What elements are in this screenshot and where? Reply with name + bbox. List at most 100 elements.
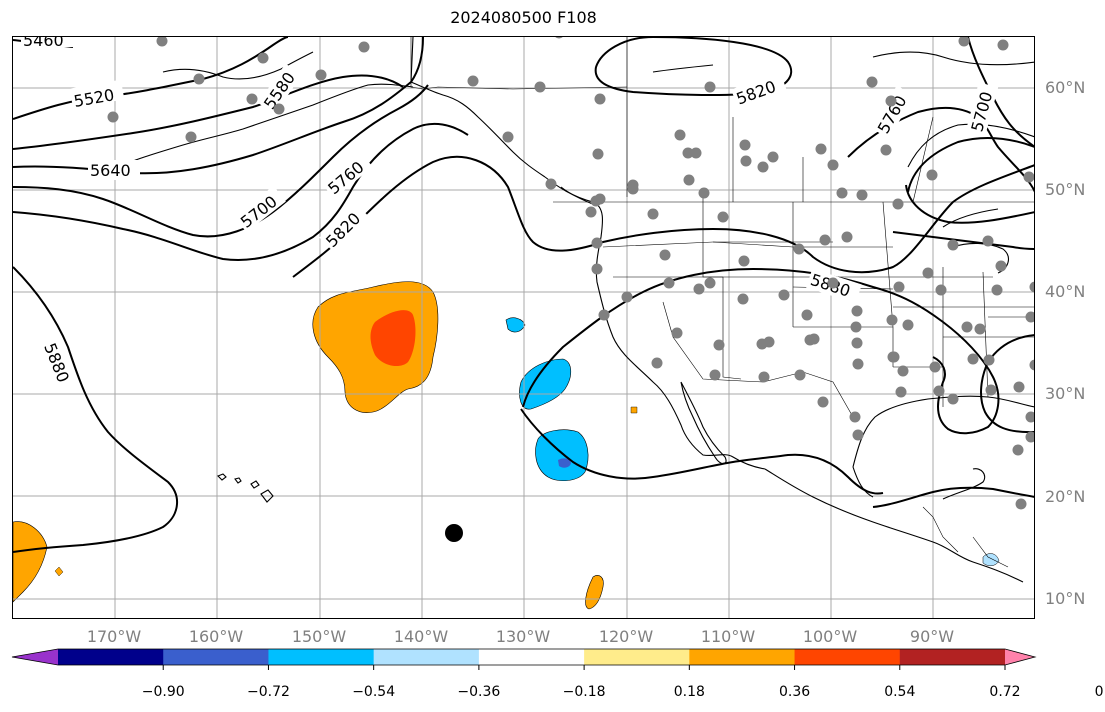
station-marker xyxy=(647,208,659,220)
colorbar-segment xyxy=(689,649,796,665)
colorbar-segment xyxy=(268,649,375,665)
station-marker xyxy=(185,131,197,143)
colorbar-tick-label: −0.54 xyxy=(352,684,395,700)
station-marker xyxy=(627,179,639,191)
latitude-label: 40°N xyxy=(1045,282,1086,301)
longitude-label: 100°W xyxy=(802,627,858,646)
contour-5700 xyxy=(13,84,429,238)
station-marker xyxy=(502,131,514,143)
station-marker xyxy=(767,151,779,163)
contour-5880 xyxy=(522,267,1000,435)
station-marker xyxy=(717,211,729,223)
small-positive-spot xyxy=(630,406,638,414)
station-marker xyxy=(737,293,749,305)
station-marker xyxy=(819,234,831,246)
storm-center-marker xyxy=(445,524,463,542)
colorbar-segment xyxy=(163,649,269,665)
station-marker xyxy=(933,385,945,397)
station-marker xyxy=(974,323,986,335)
colorbar-tick-label: 0.18 xyxy=(674,684,705,700)
station-marker xyxy=(683,174,695,186)
station-marker xyxy=(902,319,914,331)
station-marker xyxy=(886,314,898,326)
station-marker xyxy=(671,327,683,339)
colorbar-tick-label: −0.90 xyxy=(142,684,185,700)
map-panel: 5460 5520 5580 5640 5700 5760 5820 5880 … xyxy=(12,36,1035,619)
longitude-label: 160°W xyxy=(188,627,244,646)
station-marker xyxy=(778,289,790,301)
contour-label: 5460 xyxy=(23,37,64,50)
station-marker xyxy=(849,411,861,423)
station-marker xyxy=(246,93,258,105)
station-marker xyxy=(804,334,816,346)
station-marker xyxy=(1012,444,1024,456)
station-marker xyxy=(193,73,205,85)
station-marker xyxy=(709,369,721,381)
contour-5820-north xyxy=(594,37,793,97)
station-marker xyxy=(1013,381,1025,393)
contour-label: 5820 xyxy=(734,77,779,109)
station-marker xyxy=(985,384,997,396)
station-marker xyxy=(713,339,725,351)
small-positive-spot xyxy=(54,566,64,577)
latitude-label: 60°N xyxy=(1045,78,1086,97)
station-marker xyxy=(757,161,769,173)
strong-positive-anomaly-region xyxy=(370,310,416,367)
colorbar-segment xyxy=(584,649,690,665)
station-marker xyxy=(793,243,805,255)
station-marker xyxy=(983,354,995,366)
longitude-label: 140°W xyxy=(393,627,449,646)
station-marker xyxy=(659,249,671,261)
political-borders xyxy=(410,37,1034,568)
station-marker xyxy=(1029,359,1034,371)
station-marker xyxy=(827,159,839,171)
contour-5880-lower xyxy=(520,408,884,495)
longitude-label: 120°W xyxy=(598,627,654,646)
station-marker xyxy=(545,178,557,190)
colorbar-tick-label: −0.72 xyxy=(247,684,290,700)
station-marker xyxy=(827,277,839,289)
colorbar-segment xyxy=(794,649,901,665)
station-marker xyxy=(794,369,806,381)
map-title: 2024080500 F108 xyxy=(450,8,597,27)
station-marker xyxy=(982,235,994,247)
latitude-label: 50°N xyxy=(1045,180,1086,199)
station-marker xyxy=(895,386,907,398)
station-marker xyxy=(885,95,897,107)
contour-5880-gulf xyxy=(980,334,1034,434)
station-marker xyxy=(967,353,979,365)
contour-5820 xyxy=(292,155,1034,278)
station-marker xyxy=(534,81,546,93)
station-marker xyxy=(836,187,848,199)
longitude-label: 170°W xyxy=(86,627,142,646)
station-marker xyxy=(740,155,752,167)
colorbar-extend-max xyxy=(1005,649,1035,665)
latitude-label: 10°N xyxy=(1045,589,1086,608)
station-marker xyxy=(704,277,716,289)
station-marker xyxy=(801,309,813,321)
station-marker xyxy=(758,371,770,383)
station-marker xyxy=(704,81,716,93)
station-marker xyxy=(555,37,563,39)
colorbar-segment xyxy=(373,649,480,665)
station-marker xyxy=(594,193,606,205)
station-marker xyxy=(273,103,285,115)
positive-anomaly-south xyxy=(585,575,604,610)
station-marker xyxy=(1023,171,1034,183)
station-marker xyxy=(852,429,864,441)
colorbar-extend-min xyxy=(12,649,58,665)
station-marker xyxy=(663,277,675,289)
contour-label-group: 5460 5520 5580 5640 5700 5760 5820 5880 … xyxy=(21,37,999,392)
station-marker xyxy=(467,75,479,87)
longitude-label: 150°W xyxy=(291,627,347,646)
station-marker xyxy=(995,260,1007,272)
station-marker xyxy=(651,357,663,369)
station-marker xyxy=(850,321,862,333)
contour-5880-lower2 xyxy=(872,486,1034,508)
contour-5880-west xyxy=(13,266,178,553)
colorbar-ticks: −0.90 −0.72 −0.54 −0.36 −0.18 0.18 0.36 0.54 0.7… xyxy=(142,665,1105,700)
station-marker xyxy=(690,147,702,159)
station-marker xyxy=(897,365,909,377)
colorbar: −0.90 −0.72 −0.54 −0.36 −0.18 0.18 0.36 0.54 0.7… xyxy=(11,648,1105,700)
negative-anomaly-small xyxy=(505,317,526,333)
